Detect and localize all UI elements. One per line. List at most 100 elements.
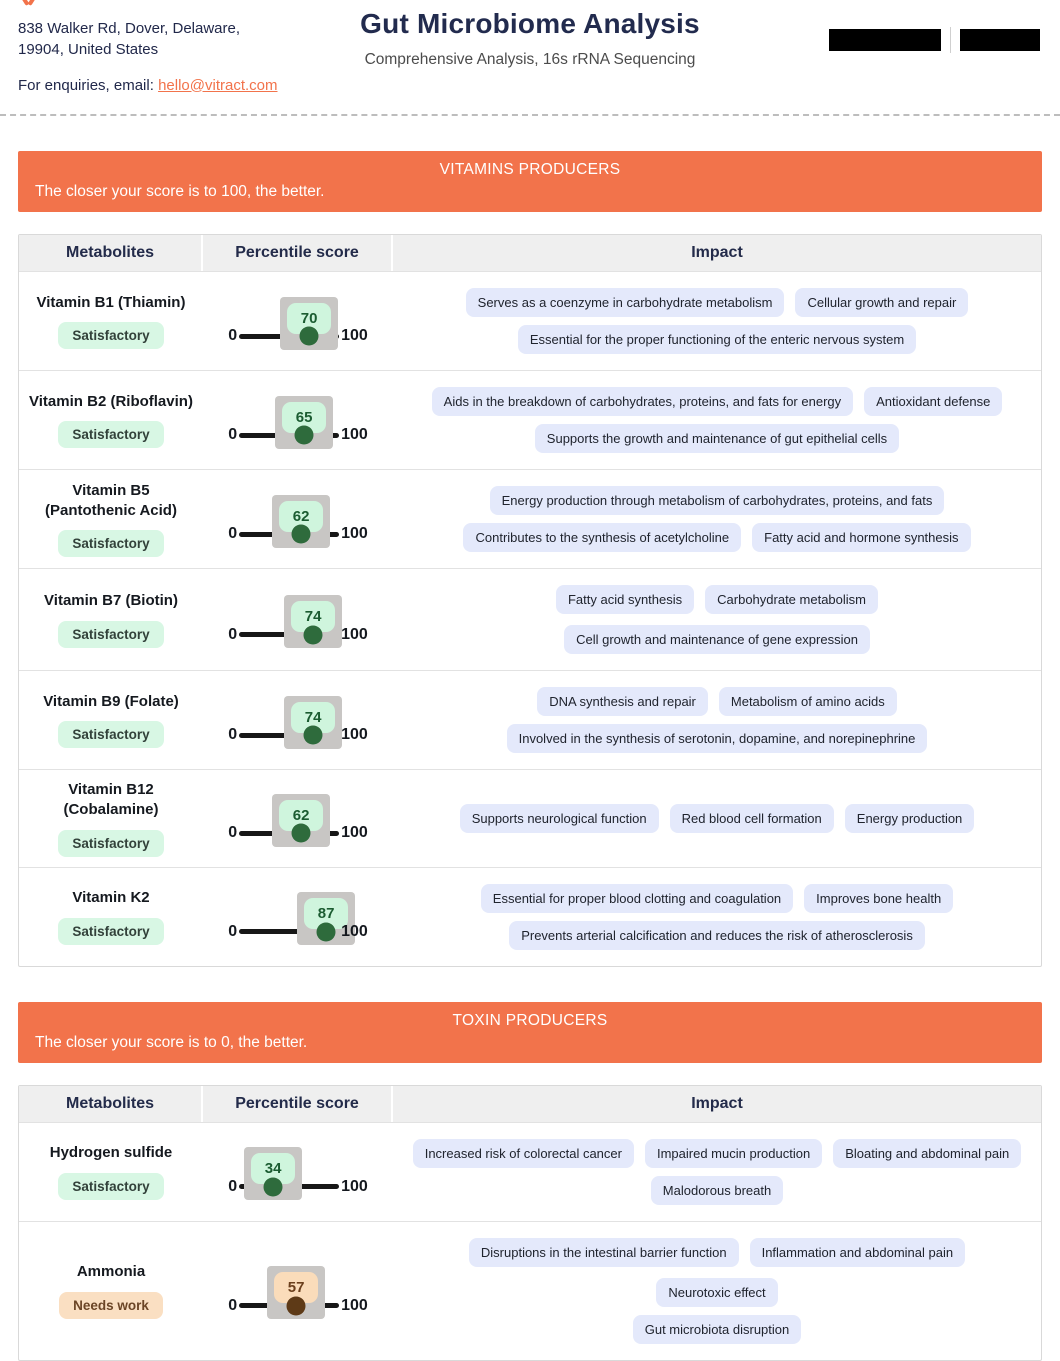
status-badge: Satisfactory [58,1172,164,1200]
slider-track: 57 [239,1266,340,1319]
slider-track: 87 [239,892,356,945]
table-row: Vitamin B9 (Folate) Satisfactory 0 74 10… [19,670,1041,769]
slider-min-label: 0 [228,625,238,643]
impact-pill: Carbohydrate metabolism [705,585,878,614]
metabolite-table: Metabolites Percentile score Impact Hydr… [18,1084,1042,1361]
slider-max-label: 100 [341,426,368,443]
impact-pill-line: Supports neurological function Red blood … [459,803,975,833]
table-row: Vitamin B12 (Cobalamine) Satisfactory 0 6… [19,769,1041,867]
metabolite-name: Ammonia [76,1263,146,1281]
impact-cell: DNA synthesis and repair Metabolism of am… [393,671,1041,769]
metabolite-name: Vitamin B7 (Biotin) [44,592,178,610]
metabolite-name: Vitamin B1 (Thiamin) [36,293,186,311]
enquiries-line: For enquiries, email: hello@vitract.com [18,77,1042,94]
slider-handle[interactable] [263,1177,283,1196]
percentile-slider[interactable]: 0 62 100 [228,793,368,847]
score-value: 62 [292,507,310,525]
column-header-metabolites: Metabolites [19,235,203,271]
slider-handle[interactable] [303,725,323,745]
section-banner-title: TOXIN PRODUCERS [452,1011,608,1029]
impact-pill: Inflammation and abdominal pain [749,1237,966,1267]
percentile-slider[interactable]: 0 74 100 [228,695,368,749]
redacted-bar-2 [960,29,1040,51]
score-value: 74 [304,708,322,726]
metabolite-name: Vitamin K2 [72,889,150,907]
score-tooltip: 62 [272,793,331,847]
slider-min-label: 0 [228,525,238,542]
percentile-slider[interactable]: 0 87 100 [228,892,368,945]
score-cell: 0 70 100 [203,272,393,370]
slider-max-label: 100 [341,625,368,643]
percentile-slider[interactable]: 0 57 100 [228,1266,368,1319]
status-badge: Satisfactory [58,829,164,857]
impact-pill: Cell growth and maintenance of gene expr… [564,625,870,654]
slider-handle[interactable] [286,1296,306,1315]
percentile-slider[interactable]: 0 65 100 [228,395,368,449]
metabolite-cell: Vitamin B7 (Biotin) Satisfactory [19,569,203,670]
impact-pill: Serves as a coenzyme in carbohydrate met… [465,288,785,317]
percentile-slider[interactable]: 0 62 100 [228,494,368,548]
status-badge: Satisfactory [58,721,164,749]
slider-min-label: 0 [228,426,238,443]
column-header-impact: Impact [691,1094,743,1112]
score-value: 74 [304,608,322,625]
email-link[interactable]: hello@vitract.com [158,76,278,94]
score-tooltip: 65 [275,395,334,449]
patient-info-redacted [829,27,1040,53]
slider-max-label: 100 [341,1296,368,1314]
score-cell: 0 65 100 [203,371,393,469]
section-banner: VITAMINS PRODUCERS The closer your score… [18,151,1042,212]
clinic-address: 838 Walker Rd, Dover, Delaware, 19904, U… [18,18,1042,61]
slider-handle[interactable] [316,922,336,941]
metabolite-name: Vitamin B12 (Cobalamine) [63,781,159,819]
column-header-metabolites: Metabolites [19,1085,203,1122]
slider-handle[interactable] [294,425,314,445]
score-tooltip: 74 [284,595,343,648]
metabolite-name: Hydrogen sulfide [49,1144,173,1162]
percentile-slider[interactable]: 0 70 100 [228,296,368,350]
table-row: Hydrogen sulfide Satisfactory 0 34 100 I… [19,1121,1041,1221]
impact-cell: Increased risk of colorectal cancer Impai… [393,1123,1041,1221]
impact-cell: Aids in the breakdown of carbohydrates, … [393,371,1041,469]
slider-handle[interactable] [291,524,311,544]
table-row: Vitamin B7 (Biotin) Satisfactory 0 74 10… [19,568,1041,670]
impact-pill-line: Energy production through metabolism of … [489,486,945,515]
redacted-bar-1 [829,29,941,51]
impact-pill-line: Increased risk of colorectal cancer Impai… [412,1138,1022,1168]
column-header-percentile-score: Percentile score [203,235,393,271]
address-line-2: 19904, United States [18,41,159,59]
impact-pill-line: Supports the growth and maintenance of g… [534,424,900,453]
impact-pill: Cellular growth and repair [795,288,969,317]
slider-track: 62 [239,793,340,847]
impact-pill: Malodorous breath [650,1175,784,1205]
impact-pill: Red blood cell formation [669,803,834,833]
impact-pill: Essential for the proper functioning of … [517,325,917,354]
score-cell: 0 74 100 [203,569,393,670]
metabolite-cell: Ammonia Needs work [19,1222,203,1360]
impact-pill: Bloating and abdominal pain [833,1138,1022,1168]
score-value: 62 [292,806,310,824]
slider-max-label: 100 [341,525,368,542]
section-banner-subtitle: The closer your score is to 0, the bette… [35,1033,308,1051]
table-row: Vitamin B2 (Riboflavin) Satisfactory 0 6… [19,370,1041,469]
slider-track: 74 [239,695,343,749]
impact-pill: Supports neurological function [459,803,659,833]
impact-pill: Improves bone health [804,883,954,913]
impact-pill-line: DNA synthesis and repair Metabolism of am… [537,687,897,716]
report-sections: VITAMINS PRODUCERS The closer your score… [0,151,1060,1361]
score-cell: 0 57 100 [203,1222,393,1360]
table-body: Vitamin B1 (Thiamin) Satisfactory 0 70 1… [19,271,1041,966]
metabolite-cell: Vitamin B5 (Pantothenic Acid) Satisfactor… [19,470,203,568]
impact-pill-line: Serves as a coenzyme in carbohydrate met… [465,288,969,317]
slider-track: 34 [239,1147,340,1200]
table-row: Vitamin B5 (Pantothenic Acid) Satisfactor… [19,469,1041,568]
vitract-logo-fragment-icon [20,0,40,6]
percentile-slider[interactable]: 0 74 100 [228,595,368,648]
metabolite-cell: Vitamin B12 (Cobalamine) Satisfactory [19,770,203,867]
section-banner: TOXIN PRODUCERS The closer your score is… [18,1001,1042,1063]
slider-handle[interactable] [299,326,319,346]
percentile-slider[interactable]: 0 34 100 [228,1147,368,1200]
slider-handle[interactable] [291,823,311,843]
metabolite-cell: Vitamin B9 (Folate) Satisfactory [19,671,203,769]
slider-handle[interactable] [303,625,323,644]
